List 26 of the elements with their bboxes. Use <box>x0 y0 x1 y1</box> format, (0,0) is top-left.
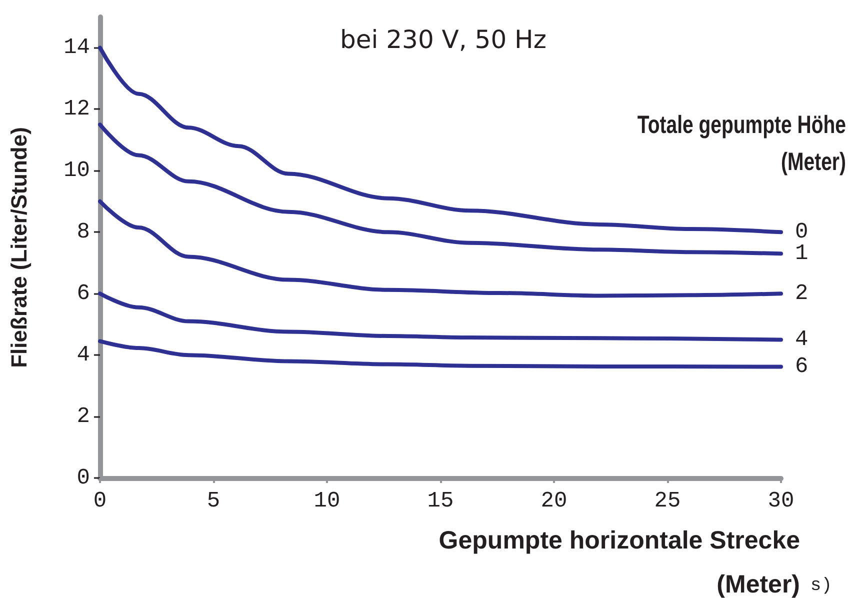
series-label: 4 <box>795 327 808 352</box>
x-tick-label: 20 <box>540 488 568 514</box>
line-series <box>98 292 783 342</box>
line-series <box>98 339 783 369</box>
y-tick-label: 6 <box>76 281 90 306</box>
x-axis-title: Gepumpte horizontale Strecke (Meter) <box>438 526 800 598</box>
y-tick-label: 8 <box>76 220 90 245</box>
x-tick-label: 15 <box>427 488 454 514</box>
legend-title: Totale gepumpte Höhe (Meter) <box>637 110 846 176</box>
line-series <box>98 199 783 298</box>
y-axis-title: Fließrate (Liter/Stunde) <box>6 127 32 368</box>
series-label: 2 <box>795 281 808 306</box>
x-tick-label: 5 <box>206 488 220 514</box>
y-tick-label: 2 <box>76 404 90 430</box>
series-label: 6 <box>795 354 808 380</box>
y-tick-label: 10 <box>64 158 90 184</box>
x-tick-label: 25 <box>654 488 681 514</box>
y-tick-label: 4 <box>76 342 90 368</box>
x-tick-label: 10 <box>314 488 340 514</box>
chart-title: bei 230 V, 50 Hz <box>340 25 546 54</box>
x-tick-label: 30 <box>768 488 794 514</box>
y-tick-label: 0 <box>76 466 90 490</box>
y-tick-label: 14 <box>64 35 90 60</box>
text: s) <box>810 576 832 596</box>
y-tick-label: 12 <box>64 96 90 122</box>
x-tick-label: 0 <box>93 488 107 514</box>
